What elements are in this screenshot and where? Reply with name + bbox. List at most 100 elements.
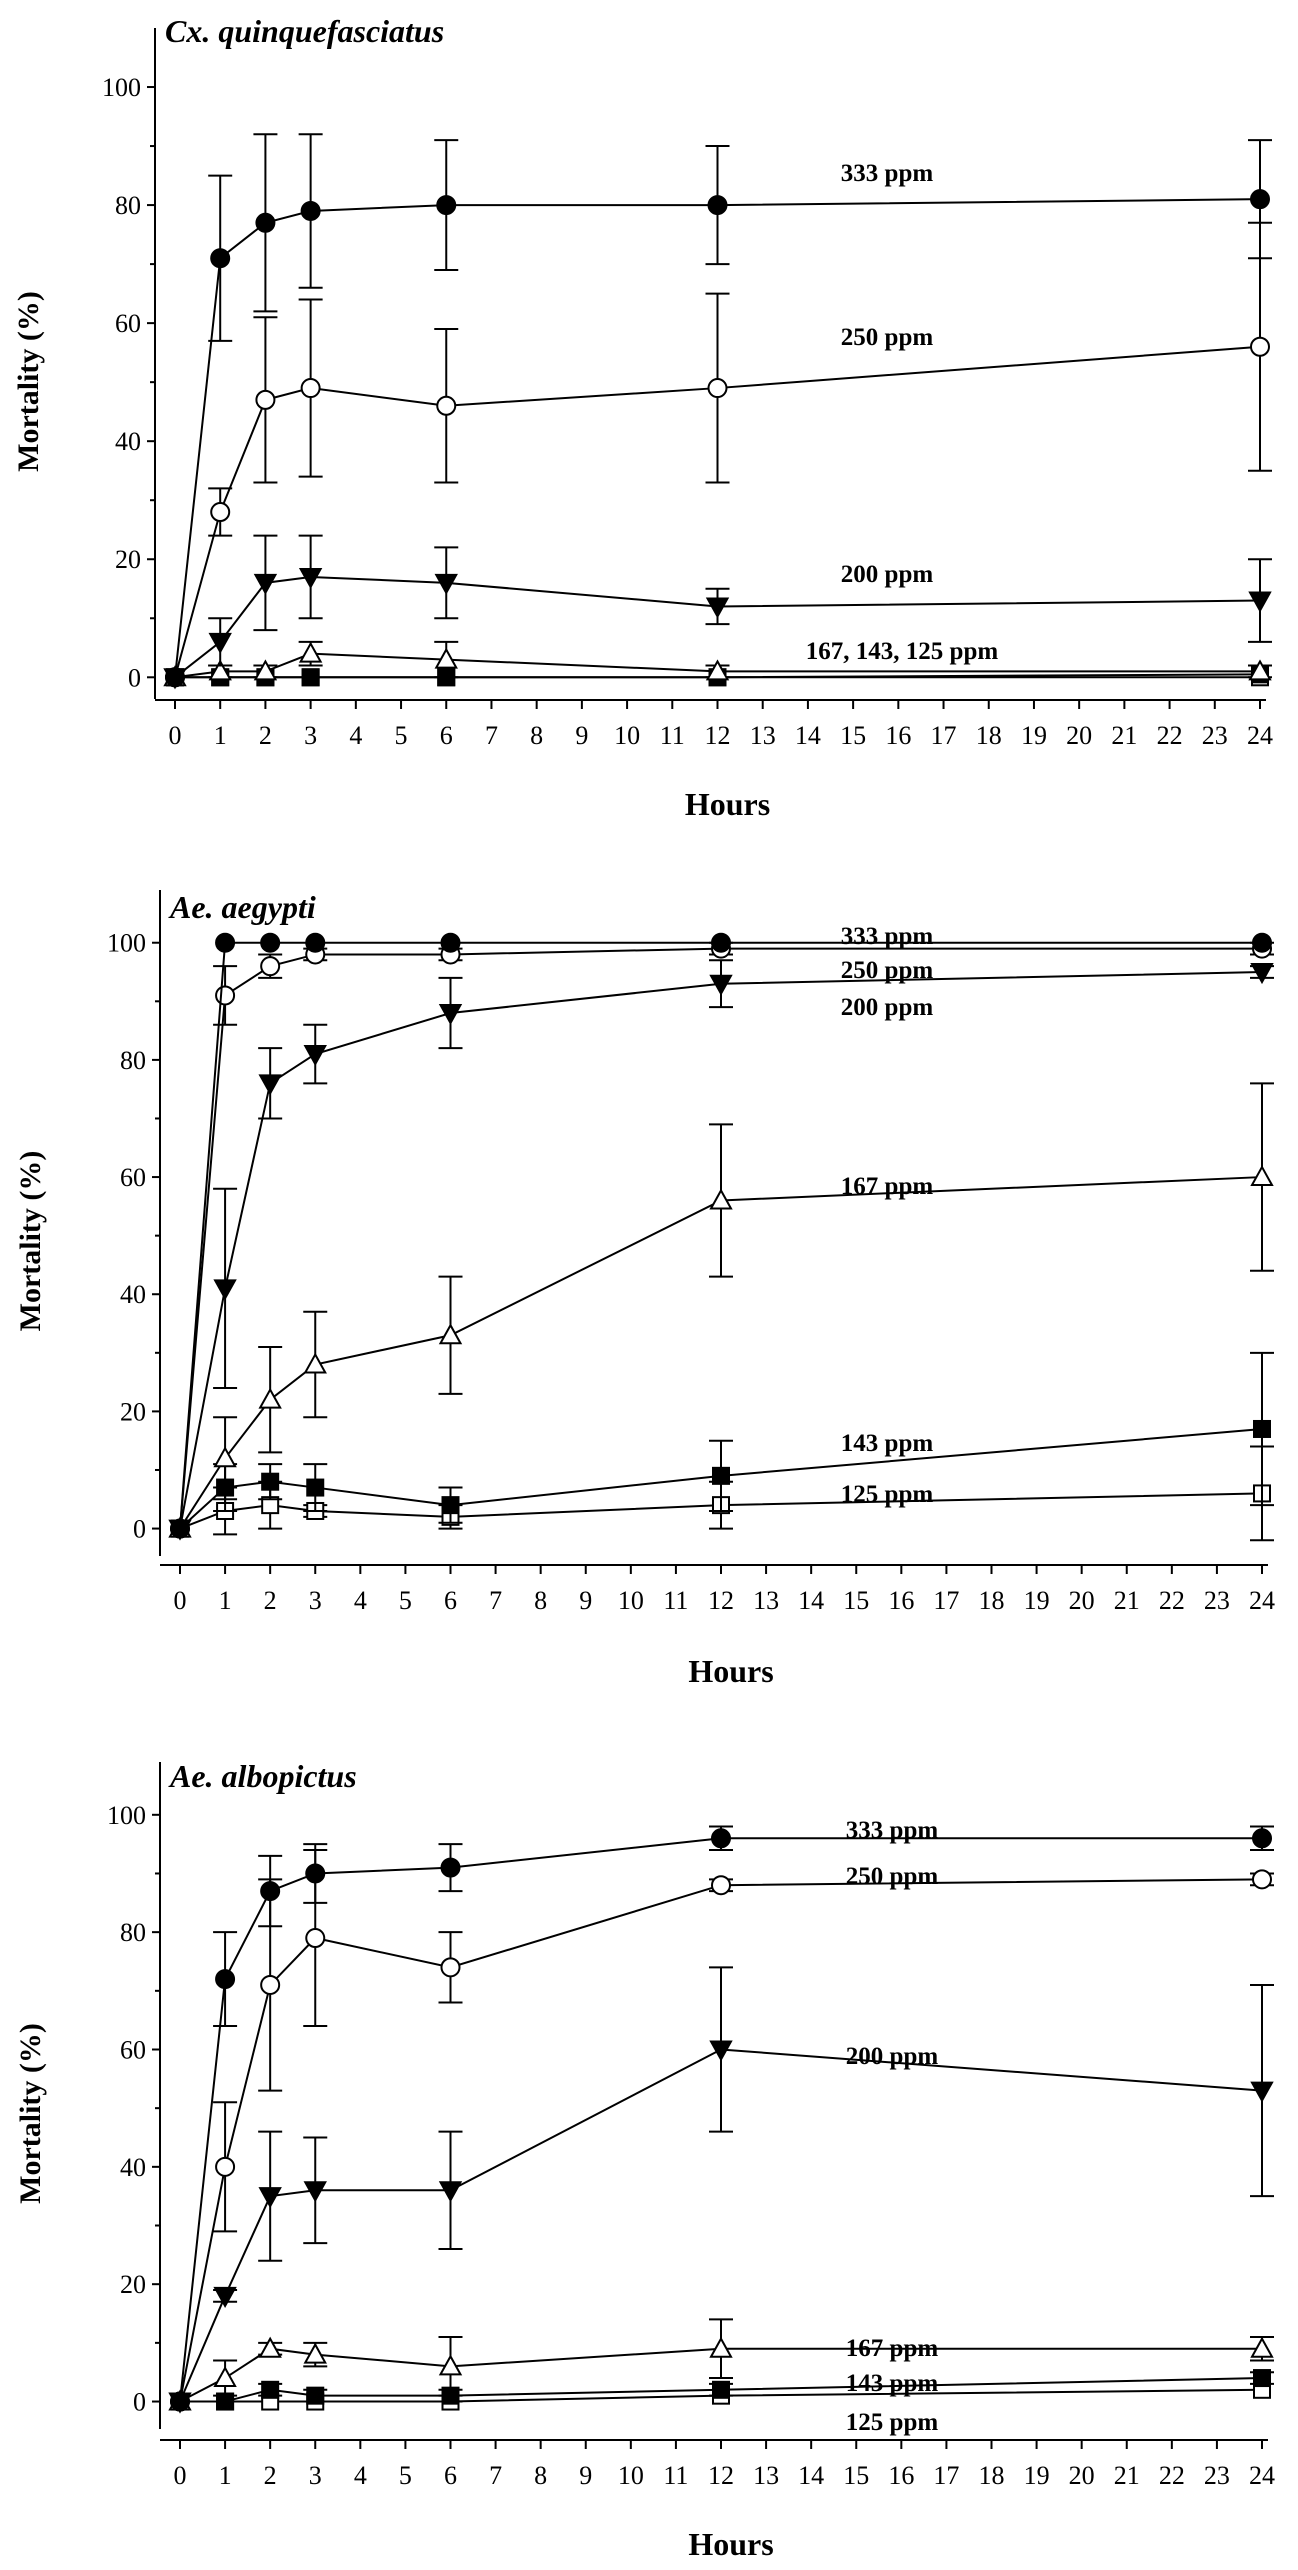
data-point-triangle-up [303, 1352, 327, 1374]
series-annotation-label: 125 ppm [841, 1481, 934, 1508]
series-annotation-label: 333 ppm [846, 1817, 939, 1844]
y-tick-label: 20 [115, 545, 141, 574]
data-point-square [1253, 2369, 1271, 2388]
x-tick-label: 4 [354, 1586, 367, 1615]
data-point-triangle-up [258, 1387, 282, 1409]
x-tick-label: 14 [798, 2461, 824, 2490]
data-point-circle [165, 667, 185, 688]
data-point-triangle-down [1248, 591, 1272, 613]
x-tick-label: 9 [579, 1586, 592, 1615]
data-point-circle [305, 1928, 326, 1949]
data-point-circle [300, 378, 321, 399]
x-tick-label: 4 [354, 2461, 367, 2490]
data-point-triangle-up [705, 659, 730, 681]
series-annotation-label: 125 ppm [846, 2409, 939, 2436]
x-tick-label: 12 [705, 721, 731, 750]
data-point-circle [215, 932, 236, 953]
series-333-ppm [170, 1825, 1274, 2412]
chart-title: Ae. aegypti [168, 889, 316, 925]
x-tick-label: 2 [264, 2461, 277, 2490]
y-tick-label: 100 [107, 929, 146, 958]
data-point-triangle-down [258, 1074, 282, 1096]
data-point-triangle-down [709, 2040, 733, 2062]
x-tick-label: 5 [395, 721, 408, 750]
x-tick-label: 12 [708, 2461, 734, 2490]
series-annotation-label: 167, 143, 125 ppm [806, 638, 999, 665]
x-tick-label: 23 [1204, 1586, 1230, 1615]
data-point-circle [707, 195, 728, 216]
data-point-circle [440, 1857, 461, 1878]
x-tick-label: 20 [1069, 2461, 1095, 2490]
x-tick-label: 11 [660, 721, 685, 750]
series-annotation-label: 167 ppm [841, 1173, 934, 1200]
data-point-circle [255, 389, 276, 410]
series-annotation-label: 143 ppm [841, 1430, 934, 1457]
data-point-circle [215, 985, 236, 1006]
data-point-triangle-up [213, 1446, 237, 1468]
x-tick-label: 23 [1202, 721, 1228, 750]
data-point-square [261, 2380, 280, 2399]
x-tick-label: 24 [1249, 1586, 1275, 1615]
data-point-square [712, 2380, 730, 2399]
data-point-triangle-up [213, 2366, 237, 2388]
y-axis-label: Mortality (%) [14, 1151, 47, 1332]
x-tick-label: 1 [219, 2461, 232, 2490]
series-annotation-label: 250 ppm [841, 957, 934, 984]
x-tick-label: 5 [399, 1586, 412, 1615]
chart-title: Cx. quinquefasciatus [165, 13, 444, 49]
data-point-triangle-down [438, 2181, 463, 2203]
x-tick-label: 18 [976, 721, 1002, 750]
data-point-triangle-down [709, 974, 733, 996]
data-point-circle [260, 1974, 281, 1995]
x-tick-label: 13 [753, 1586, 779, 1615]
y-axis-label: Mortality (%) [14, 2023, 47, 2204]
data-point-circle [260, 932, 281, 953]
y-tick-label: 60 [120, 1163, 146, 1192]
data-point-circle [210, 502, 231, 523]
x-tick-label: 2 [259, 721, 272, 750]
data-point-circle [300, 200, 321, 221]
x-tick-label: 6 [440, 721, 453, 750]
data-point-circle [436, 195, 457, 216]
data-point-square [1253, 1419, 1271, 1438]
y-tick-label: 20 [120, 2270, 146, 2299]
data-point-circle [305, 1863, 326, 1884]
data-point-circle [210, 248, 231, 269]
data-point-triangle-down [303, 1045, 327, 1067]
data-point-triangle-up [208, 659, 232, 681]
x-tick-label: 20 [1069, 1586, 1095, 1615]
data-point-circle [305, 932, 326, 953]
data-point-circle [1252, 932, 1272, 953]
data-point-triangle-down [208, 632, 232, 654]
x-axis-label: Hours [688, 1653, 773, 1689]
series-333-ppm [170, 932, 1272, 1539]
data-point-triangle-up [1250, 2336, 1274, 2358]
x-tick-label: 5 [399, 2461, 412, 2490]
x-tick-label: 16 [888, 2461, 914, 2490]
x-tick-label: 18 [979, 2461, 1005, 2490]
x-tick-label: 24 [1249, 2461, 1275, 2490]
data-point-circle [711, 932, 731, 953]
data-point-circle [711, 1828, 731, 1849]
series-167-ppm [163, 640, 1272, 687]
x-tick-label: 21 [1114, 1586, 1140, 1615]
x-tick-label: 19 [1021, 721, 1047, 750]
series-annotation-label: 200 ppm [841, 561, 934, 588]
data-point-triangle-up [438, 2354, 463, 2376]
data-point-circle [1252, 1828, 1272, 1849]
y-tick-label: 60 [115, 309, 141, 338]
data-point-triangle-up [253, 659, 278, 681]
x-tick-label: 12 [708, 1586, 734, 1615]
series-250-ppm [165, 221, 1272, 688]
x-tick-label: 0 [174, 1586, 187, 1615]
x-tick-label: 9 [575, 721, 588, 750]
x-tick-label: 10 [618, 2461, 644, 2490]
x-tick-label: 8 [534, 2461, 547, 2490]
x-tick-label: 3 [309, 2461, 322, 2490]
x-tick-label: 14 [798, 1586, 824, 1615]
x-tick-label: 8 [530, 721, 543, 750]
data-point-triangle-up [438, 1323, 463, 1345]
